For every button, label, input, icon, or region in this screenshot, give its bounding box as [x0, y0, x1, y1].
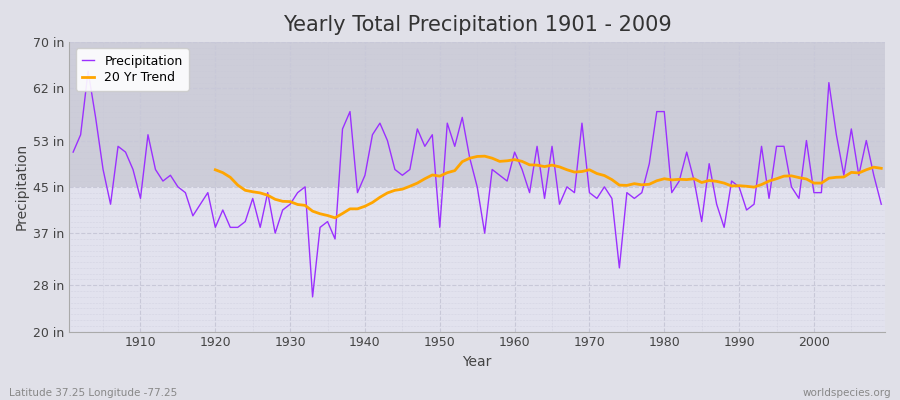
- Precipitation: [300, 184, 310, 189]
- Text: Latitude 37.25 Longitude -77.25: Latitude 37.25 Longitude -77.25: [9, 388, 177, 398]
- 20 Yr Trend: [329, 216, 340, 220]
- 20 Yr Trend: [778, 174, 789, 178]
- Line: 20 Yr Trend: 20 Yr Trend: [215, 156, 881, 218]
- Precipitation: [352, 190, 363, 195]
- 20 Yr Trend: [419, 176, 430, 181]
- Line: Precipitation: Precipitation: [73, 71, 881, 297]
- Precipitation: [524, 190, 535, 195]
- 20 Yr Trend: [876, 166, 886, 171]
- 20 Yr Trend: [210, 167, 220, 172]
- Y-axis label: Precipitation: Precipitation: [15, 143, 29, 230]
- 20 Yr Trend: [794, 175, 805, 180]
- Legend: Precipitation, 20 Yr Trend: Precipitation, 20 Yr Trend: [76, 48, 189, 91]
- Precipitation: [307, 294, 318, 299]
- 20 Yr Trend: [861, 167, 872, 172]
- Bar: [69, 42, 885, 187]
- Text: worldspecies.org: worldspecies.org: [803, 388, 891, 398]
- Precipitation: [876, 202, 886, 207]
- 20 Yr Trend: [480, 154, 491, 158]
- Precipitation: [83, 69, 94, 74]
- Precipitation: [135, 196, 146, 201]
- Precipitation: [68, 150, 78, 154]
- 20 Yr Trend: [300, 203, 310, 208]
- 20 Yr Trend: [688, 176, 699, 181]
- Precipitation: [517, 167, 527, 172]
- Title: Yearly Total Precipitation 1901 - 2009: Yearly Total Precipitation 1901 - 2009: [283, 15, 671, 35]
- Bar: [69, 187, 885, 332]
- X-axis label: Year: Year: [463, 355, 492, 369]
- Precipitation: [614, 266, 625, 270]
